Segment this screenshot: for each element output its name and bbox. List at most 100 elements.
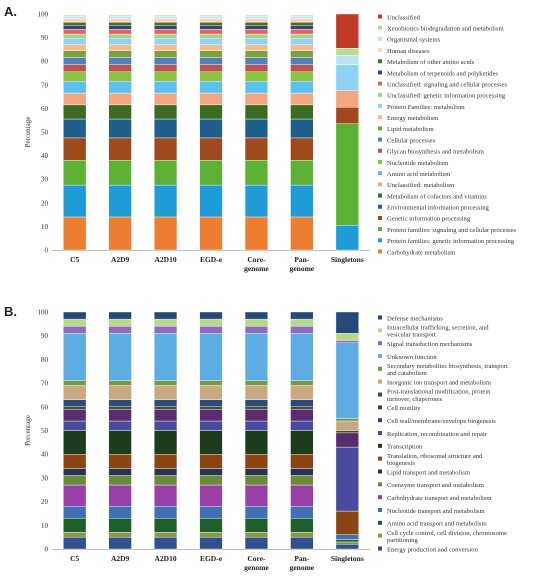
bar-segment	[108, 311, 132, 320]
bar-segment	[154, 532, 178, 538]
y-tick-label: 100	[38, 309, 49, 317]
y-tick-label: 80	[41, 356, 49, 364]
x-tick-label: Core-	[247, 255, 266, 264]
y-tick-label: 30	[41, 474, 49, 482]
bar-segment	[63, 532, 87, 538]
bar-segment	[335, 333, 359, 341]
bar-segment	[154, 408, 178, 422]
legend-swatch	[378, 495, 382, 500]
bar-segment	[63, 216, 87, 251]
bar-segment	[290, 18, 314, 23]
bar-segment	[154, 468, 178, 476]
bar-segment	[154, 475, 178, 486]
bar-segment	[290, 14, 314, 17]
bar-segment	[199, 406, 223, 410]
bar-segment	[63, 380, 87, 386]
bar-segment	[108, 25, 132, 30]
bar-segment	[199, 44, 223, 51]
bar-segment	[199, 532, 223, 538]
bar-segment	[154, 22, 178, 27]
bar-segment	[244, 18, 268, 23]
bar-segment	[335, 107, 359, 124]
y-tick-label: 100	[38, 11, 49, 19]
legend-swatch	[378, 431, 382, 435]
bar-segment	[290, 333, 314, 381]
legend-label: Translation, ribosomal structure and	[387, 453, 483, 460]
legend-swatch	[378, 469, 382, 474]
legend-label: Amino acid transport and metabolism	[387, 521, 487, 528]
bar-segment	[63, 64, 87, 73]
bar-segment	[244, 64, 268, 73]
bar-segment	[63, 506, 87, 519]
legend-label: Lipid metabolism	[387, 126, 435, 133]
y-tick-label: 60	[41, 105, 49, 113]
bar-segment	[199, 104, 223, 120]
y-tick-label: 40	[41, 451, 49, 459]
legend-label: Metabolism of cofactors and vitamins	[387, 193, 487, 200]
legend-label: Metabolism of other amino acids	[387, 59, 475, 66]
bar-segment	[154, 92, 178, 106]
bar-segment	[63, 18, 87, 23]
bar-segment	[199, 38, 223, 45]
bar-segment	[108, 430, 132, 455]
bar-segment	[108, 22, 132, 27]
bar-segment	[63, 137, 87, 161]
legend-swatch	[378, 546, 382, 551]
bar-segment	[108, 64, 132, 73]
legend-swatch	[378, 159, 382, 164]
bar-segment	[63, 38, 87, 45]
bar-segment	[63, 14, 87, 17]
legend-label: Replication, recombination and repair	[387, 431, 488, 438]
bar-segment	[154, 16, 178, 19]
panel-label: B.	[4, 304, 17, 319]
bar-segment	[108, 16, 132, 19]
legend-swatch	[378, 328, 382, 333]
legend-swatch	[378, 227, 382, 232]
bar-segment	[244, 333, 268, 381]
bar-segment	[244, 92, 268, 106]
bar-segment	[244, 406, 268, 410]
bar-segment	[199, 484, 223, 507]
x-tick-label: C5	[70, 255, 79, 264]
legend-label: Metabolism of terpenoids and polyketides	[387, 70, 498, 77]
bar-segment	[108, 406, 132, 410]
panel-b-chart: B. Percentage 0 10 20 30 40 50 60 70 80 90 100 C5 A2D9…	[4, 304, 508, 572]
legend-label: Unclassified	[387, 14, 421, 21]
bar-segment	[335, 55, 359, 65]
bar-segment	[63, 22, 87, 27]
x-tick-label: genome	[244, 264, 269, 273]
bar-segment	[108, 44, 132, 51]
legend-swatch	[378, 104, 382, 109]
bar-segment	[290, 92, 314, 106]
bar-segment	[108, 506, 132, 519]
legend-swatch	[378, 508, 382, 512]
legend-label: Energy production and conversion	[387, 546, 479, 553]
bar-segment	[199, 216, 223, 251]
bar-segment	[290, 33, 314, 39]
bar-segment	[154, 406, 178, 410]
bar-segment	[199, 380, 223, 386]
x-tick-label: Core-	[247, 554, 266, 563]
bar-segment	[108, 33, 132, 39]
bar-segment	[108, 137, 132, 161]
bar-segment	[199, 475, 223, 486]
bar-segment	[154, 506, 178, 519]
legend-label: Amino acid metabolism	[387, 171, 451, 178]
legend-swatch	[378, 215, 382, 220]
bar-segment	[108, 50, 132, 58]
bar-segment	[335, 90, 359, 108]
x-tick-label: A2D10	[155, 554, 177, 563]
bar-segment	[199, 536, 223, 550]
bar-segment	[108, 484, 132, 507]
y-tick-label: 60	[41, 403, 49, 411]
bar-segment	[154, 57, 178, 65]
bar-segment	[199, 16, 223, 19]
bar-segment	[154, 216, 178, 251]
bar-segment	[290, 71, 314, 82]
bar-segment	[108, 184, 132, 218]
bar-segment	[290, 216, 314, 251]
bar-segment	[63, 408, 87, 422]
bar-segment	[244, 50, 268, 58]
bar-segment	[244, 44, 268, 51]
bar-segment	[154, 420, 178, 431]
